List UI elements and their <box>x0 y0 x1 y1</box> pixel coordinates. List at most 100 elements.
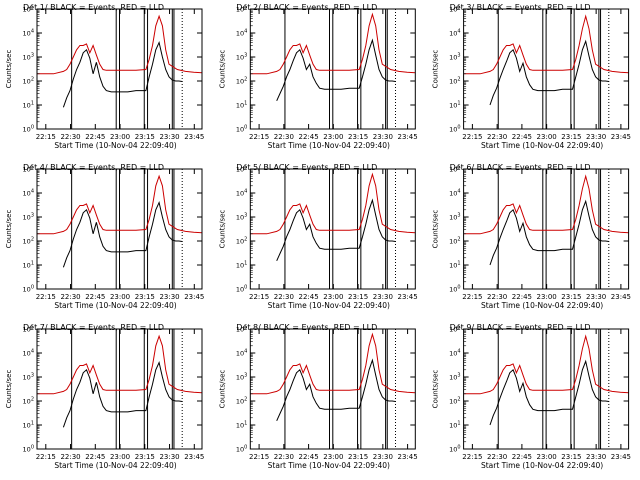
x-tick-label: 23:15 <box>348 293 368 301</box>
y-tick-label: 100 <box>236 285 247 294</box>
y-axis-label: Counts/sec <box>5 50 13 89</box>
x-tick-label: 23:00 <box>323 453 343 461</box>
lld-series-line <box>250 172 416 235</box>
y-tick-label: 100 <box>449 125 460 134</box>
detector-panel-3: 100 101 102 103 104 105 22:15 22:30 22:45 23:00 23… <box>432 3 631 150</box>
y-tick-label: 102 <box>23 237 34 246</box>
y-tick-label: 103 <box>449 53 460 62</box>
x-tick-label: 22:45 <box>512 453 532 461</box>
x-tick-label: 23:30 <box>159 133 179 141</box>
x-tick-label: 23:30 <box>159 293 179 301</box>
plot-frame <box>249 328 416 450</box>
panel-title: Det 1/ BLACK = Events, RED = LLD <box>23 3 164 12</box>
x-tick-label: 22:15 <box>36 133 56 141</box>
x-tick-label: 23:45 <box>611 133 631 141</box>
x-axis-label: Start Time (10-Nov-04 22:09:40) <box>481 301 603 310</box>
lld-series-line <box>250 12 416 75</box>
x-tick-label: 22:30 <box>60 293 80 301</box>
y-tick-label: 101 <box>449 261 460 270</box>
x-tick-label: 23:45 <box>611 453 631 461</box>
y-tick-label: 103 <box>449 373 460 382</box>
lld-series-line <box>37 174 203 235</box>
events-series-line <box>276 358 396 422</box>
y-tick-label: 102 <box>236 237 247 246</box>
panel-title: Det 6/ BLACK = Events, RED = LLD <box>450 163 591 172</box>
x-tick-label: 23:30 <box>373 293 393 301</box>
detector-panel-7: 100 101 102 103 104 105 22:15 22:30 22:45 23:00 23… <box>5 323 204 470</box>
x-tick-label: 23:45 <box>398 293 418 301</box>
events-series-line <box>276 38 396 102</box>
x-tick-label: 23:15 <box>135 453 155 461</box>
plot-frame <box>36 168 203 290</box>
y-axis-label: Counts/sec <box>218 50 226 89</box>
y-tick-label: 103 <box>23 373 34 382</box>
x-tick-label: 23:00 <box>537 293 557 301</box>
y-tick-label: 103 <box>236 53 247 62</box>
y-tick-label: 105 <box>23 325 34 334</box>
y-tick-label: 104 <box>236 189 247 198</box>
x-tick-label: 23:45 <box>398 133 418 141</box>
y-axis-label: Counts/sec <box>218 210 226 249</box>
y-tick-label: 103 <box>236 373 247 382</box>
x-tick-label: 22:15 <box>249 133 269 141</box>
x-tick-label: 23:15 <box>561 293 581 301</box>
y-tick-label: 105 <box>449 165 460 174</box>
x-tick-label: 22:45 <box>299 293 319 301</box>
lld-series-line <box>463 14 629 75</box>
x-tick-label: 22:45 <box>85 453 105 461</box>
y-tick-label: 104 <box>23 349 34 358</box>
y-axis-label: Counts/sec <box>432 210 440 249</box>
panel-title: Det 5/ BLACK = Events, RED = LLD <box>236 163 377 172</box>
x-tick-label: 23:15 <box>348 453 368 461</box>
y-tick-label: 101 <box>236 421 247 430</box>
y-tick-label: 100 <box>449 285 460 294</box>
x-tick-label: 23:15 <box>135 133 155 141</box>
x-tick-label: 22:15 <box>249 293 269 301</box>
y-tick-label: 101 <box>23 101 34 110</box>
y-tick-label: 100 <box>236 125 247 134</box>
panel-title: Det 2/ BLACK = Events, RED = LLD <box>236 3 377 12</box>
x-tick-label: 22:15 <box>462 133 482 141</box>
panel-title: Det 7/ BLACK = Events, RED = LLD <box>23 323 164 332</box>
y-tick-label: 105 <box>449 5 460 14</box>
events-series-line <box>489 39 609 106</box>
y-tick-label: 104 <box>236 29 247 38</box>
y-axis-label: Counts/sec <box>5 370 13 409</box>
x-tick-label: 22:30 <box>274 133 294 141</box>
x-tick-label: 23:30 <box>373 133 393 141</box>
y-tick-label: 103 <box>449 213 460 222</box>
events-series-line <box>489 199 609 266</box>
panel-title: Det 9/ BLACK = Events, RED = LLD <box>450 323 591 332</box>
y-tick-label: 100 <box>23 285 34 294</box>
x-axis-label: Start Time (10-Nov-04 22:09:40) <box>481 461 603 470</box>
x-tick-label: 23:45 <box>184 293 204 301</box>
y-tick-label: 102 <box>23 397 34 406</box>
y-tick-label: 105 <box>23 165 34 174</box>
x-tick-label: 22:45 <box>299 133 319 141</box>
y-tick-label: 104 <box>449 189 460 198</box>
x-tick-label: 22:15 <box>36 453 56 461</box>
x-tick-label: 22:30 <box>274 293 294 301</box>
x-tick-label: 22:30 <box>487 453 507 461</box>
y-axis-label: Counts/sec <box>432 50 440 89</box>
plot-frame <box>36 328 203 450</box>
x-tick-label: 23:45 <box>184 453 204 461</box>
x-tick-label: 23:15 <box>561 133 581 141</box>
events-series-line <box>489 359 609 426</box>
x-tick-label: 22:45 <box>85 133 105 141</box>
detector-panel-9: 100 101 102 103 104 105 22:15 22:30 22:45 23:00 23… <box>432 323 631 470</box>
x-tick-label: 22:30 <box>60 133 80 141</box>
y-tick-label: 101 <box>23 421 34 430</box>
y-tick-label: 101 <box>236 261 247 270</box>
y-tick-label: 100 <box>23 125 34 134</box>
x-tick-label: 22:30 <box>274 453 294 461</box>
x-tick-label: 23:15 <box>348 133 368 141</box>
y-tick-label: 100 <box>236 445 247 454</box>
y-tick-label: 102 <box>449 397 460 406</box>
y-tick-label: 102 <box>236 397 247 406</box>
x-tick-label: 23:30 <box>586 453 606 461</box>
x-tick-label: 23:00 <box>537 133 557 141</box>
x-tick-label: 22:15 <box>462 293 482 301</box>
detector-panel-5: 100 101 102 103 104 105 22:15 22:30 22:45 23:00 23… <box>218 163 417 310</box>
lld-series-line <box>37 14 203 75</box>
